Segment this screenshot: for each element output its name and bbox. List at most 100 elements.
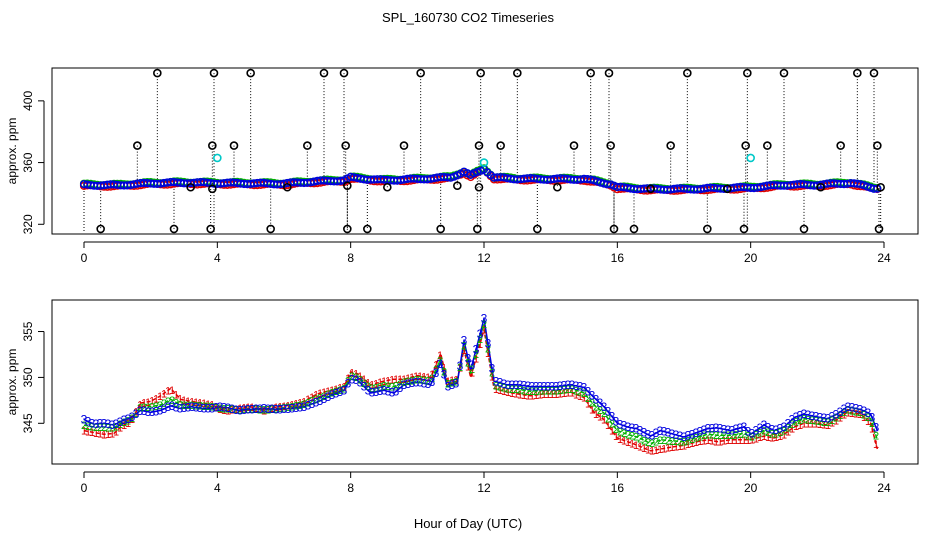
series-marker-2: 2 <box>681 437 687 449</box>
series-marker-1: 1 <box>549 389 555 401</box>
series-marker-3: 3 <box>501 377 508 391</box>
series-marker-2: 2 <box>765 427 771 439</box>
series-marker-3: 3 <box>845 400 852 414</box>
series-marker-1: 1 <box>557 389 563 401</box>
series-marker-1: 1 <box>765 432 771 444</box>
spike-point <box>646 184 655 194</box>
series-marker-2: 2 <box>809 415 815 427</box>
series-marker-1: 1 <box>793 421 799 433</box>
series-marker-3: 3 <box>693 426 700 440</box>
series-marker-3: 3 <box>381 383 388 397</box>
series-marker-2: 2 <box>357 375 363 387</box>
series-marker-2: 2 <box>853 406 859 418</box>
series-marker-3: 3 <box>661 425 668 439</box>
spike-point <box>569 141 579 150</box>
series-marker-3: 3 <box>273 402 280 416</box>
series-marker-1: 1 <box>713 436 719 448</box>
series-marker-2: 2 <box>801 414 807 426</box>
series-marker-2: 2 <box>745 431 751 443</box>
x-axis-label: Hour of Day (UTC) <box>414 516 522 531</box>
series-marker-2: 2 <box>833 413 839 425</box>
series-marker-2: 2 <box>821 417 827 429</box>
series-marker-3: 3 <box>425 377 432 391</box>
series-marker-1: 1 <box>97 429 103 441</box>
series-marker-2: 2 <box>193 400 199 412</box>
series-marker-2: 2 <box>529 386 535 398</box>
series-marker-2: 2 <box>741 428 747 440</box>
series-marker-1: 1 <box>157 391 163 403</box>
series-marker-1: 1 <box>505 387 511 399</box>
series-marker-2: 2 <box>153 401 159 413</box>
series-marker-3: 3 <box>549 380 556 394</box>
series-marker-3: 3 <box>593 392 600 406</box>
series-marker-3: 3 <box>457 359 464 373</box>
x-tick-label: 8 <box>347 481 354 495</box>
series-marker-1: 1 <box>589 404 595 416</box>
series-marker-3: 3 <box>229 402 236 416</box>
spike-point <box>666 141 675 150</box>
series-marker-1: 1 <box>749 434 755 446</box>
series-marker-2: 2 <box>81 420 87 432</box>
series-marker-3: 3 <box>745 424 752 438</box>
series-marker-2: 2 <box>217 403 223 415</box>
series-marker-2: 2 <box>137 403 143 415</box>
series-marker-3: 3 <box>301 400 308 414</box>
series-marker-1: 1 <box>313 390 319 402</box>
spike-point <box>169 224 179 234</box>
series-marker-3: 3 <box>765 420 772 434</box>
series-marker-2: 2 <box>393 381 399 393</box>
series-marker-2: 2 <box>481 319 487 331</box>
series-marker-3: 3 <box>749 426 756 440</box>
series-marker-1: 1 <box>693 437 699 449</box>
spike-point <box>186 182 195 192</box>
series-marker-1: 1 <box>705 435 711 447</box>
spike-point <box>283 182 292 192</box>
series-marker-1: 1 <box>309 392 315 404</box>
series-marker-1: 1 <box>545 389 551 401</box>
series-marker-1: 1 <box>873 439 879 451</box>
series-marker-3: 3 <box>853 402 860 416</box>
series-marker-3: 3 <box>573 379 580 393</box>
series-marker-3: 3 <box>665 426 672 440</box>
series-marker-3: 3 <box>733 422 740 436</box>
series-marker-1: 1 <box>821 420 827 432</box>
spike-point <box>743 68 752 78</box>
series-marker-2: 2 <box>665 436 671 448</box>
series-marker-3: 3 <box>137 404 144 418</box>
series-marker-2: 2 <box>645 437 651 449</box>
spike-point <box>476 68 485 78</box>
series-marker-3: 3 <box>337 385 344 399</box>
series-marker-2: 2 <box>521 385 527 397</box>
series-marker-3: 3 <box>349 372 356 386</box>
series-marker-2: 2 <box>297 400 303 412</box>
series-marker-2: 2 <box>553 385 559 397</box>
series-marker-3: 3 <box>389 386 396 400</box>
series-marker-3: 3 <box>469 358 476 372</box>
series-marker-3: 3 <box>305 398 312 412</box>
series-marker-1: 1 <box>177 394 183 406</box>
series-marker-1: 1 <box>569 388 575 400</box>
series-markers-1: 1111111111111111111111111111111111111111… <box>81 325 879 458</box>
series-marker-1: 1 <box>273 402 279 414</box>
series-marker-3: 3 <box>317 394 324 408</box>
series-marker-1: 1 <box>233 404 239 416</box>
spike-point <box>229 141 239 150</box>
series-marker-1: 1 <box>225 405 231 417</box>
series-marker-3: 3 <box>565 378 572 392</box>
series-marker-2: 2 <box>441 366 447 378</box>
series-marker-3: 3 <box>817 410 824 424</box>
series-marker-1: 1 <box>741 435 747 447</box>
series-marker-1: 1 <box>237 403 243 415</box>
series-marker-1: 1 <box>785 426 791 438</box>
series-marker-2: 2 <box>293 401 299 413</box>
series-marker-2: 2 <box>849 406 855 418</box>
series-marker-1: 1 <box>853 409 859 421</box>
series-marker-2: 2 <box>429 373 435 385</box>
series-marker-1: 1 <box>301 396 307 408</box>
series-marker-1: 1 <box>637 441 643 453</box>
spike-point <box>604 68 614 78</box>
series-marker-1: 1 <box>365 378 371 390</box>
series-marker-2: 2 <box>873 431 879 443</box>
series-marker-1: 1 <box>529 391 535 403</box>
series-marker-3: 3 <box>809 409 816 423</box>
